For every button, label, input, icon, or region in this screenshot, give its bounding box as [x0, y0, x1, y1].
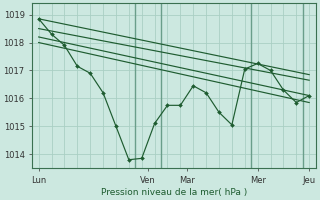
X-axis label: Pression niveau de la mer( hPa ): Pression niveau de la mer( hPa )	[101, 188, 247, 197]
